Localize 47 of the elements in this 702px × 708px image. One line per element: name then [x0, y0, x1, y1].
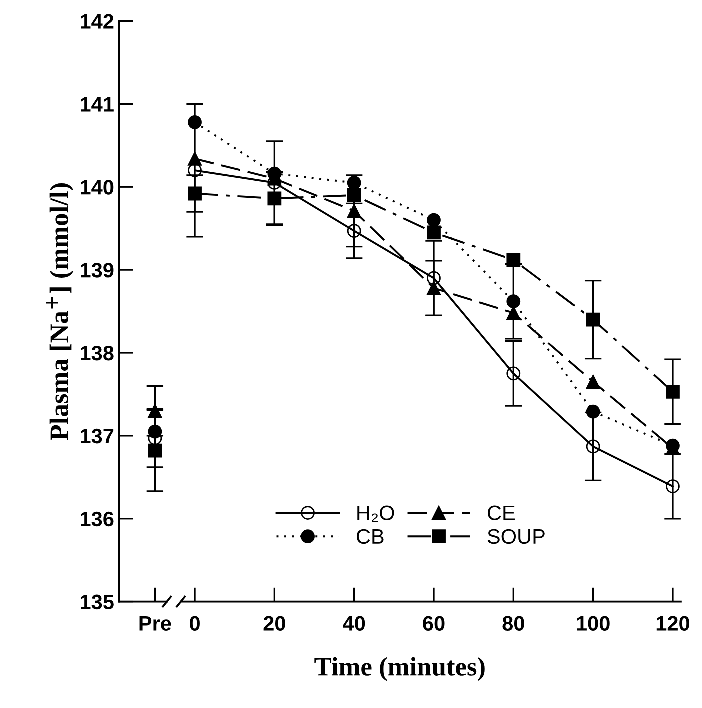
point: [427, 271, 441, 286]
y-tick-label: 140: [81, 180, 114, 195]
x-tick-label: 60: [423, 616, 445, 631]
point: [506, 306, 521, 320]
x-tick-label: 40: [343, 616, 366, 631]
point: [148, 444, 162, 458]
point: [347, 188, 362, 202]
x-tick-label: 80: [502, 616, 524, 631]
point: [188, 164, 202, 178]
point: [586, 404, 600, 419]
x-tick-label: 20: [264, 616, 286, 631]
y-tick-label: 135: [81, 594, 114, 610]
x-tick-label: 0: [190, 616, 200, 631]
x-tick-label: 120: [656, 616, 690, 631]
point: [506, 366, 521, 381]
point: [347, 176, 362, 190]
x-axis-title: Time (minutes): [314, 657, 485, 682]
point: [268, 176, 282, 190]
point: [666, 385, 680, 399]
legend-label: CE: [488, 506, 515, 521]
point: [188, 186, 202, 201]
x-tick-label: Pre: [140, 616, 172, 631]
y-tick-label: 137: [81, 428, 114, 444]
y-axis-title: Plasma [Na$^{+}$] (mmol/l): [46, 184, 74, 440]
x-tick-label: 100: [577, 616, 610, 631]
legend-label: H₂O: [358, 506, 394, 522]
y-tick-label: 138: [81, 346, 114, 361]
point: [427, 226, 441, 240]
point: [506, 253, 521, 268]
point: [586, 440, 600, 454]
y-tick-label: 136: [81, 512, 114, 527]
point: [347, 204, 362, 218]
point: [148, 404, 162, 418]
point: [427, 281, 441, 296]
point: [666, 480, 680, 494]
point: [427, 213, 441, 228]
legend-label: CB: [356, 529, 384, 544]
point: [586, 375, 600, 389]
point: [268, 192, 282, 206]
y-tick-label: 142: [81, 14, 114, 29]
point: [347, 224, 362, 238]
point: [188, 115, 202, 130]
y-tick-label: 139: [81, 263, 114, 278]
legend-label: SOUP: [488, 529, 545, 544]
point: [506, 294, 521, 309]
point: [586, 312, 600, 327]
y-tick-label: 141: [81, 97, 114, 112]
